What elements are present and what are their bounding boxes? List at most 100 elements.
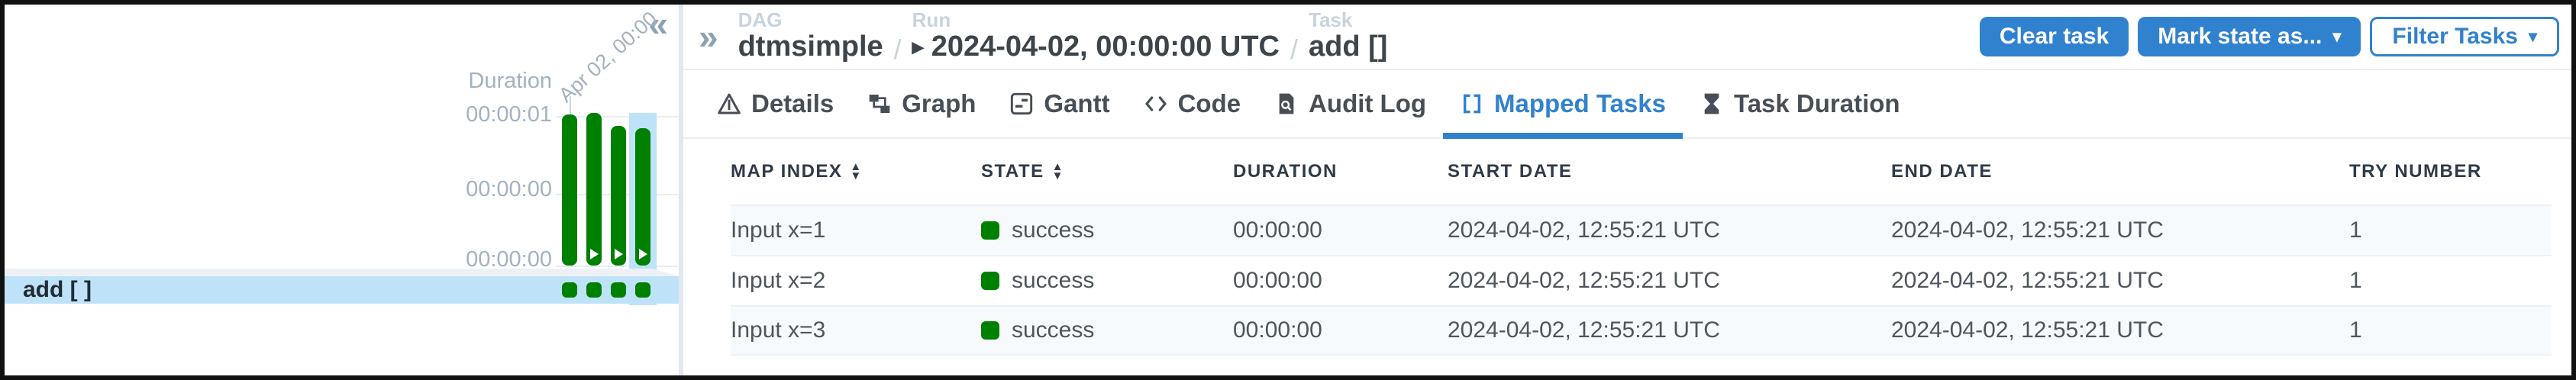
- duration-axis-label: Duration: [468, 69, 552, 93]
- tab-mapped-tasks[interactable]: Mapped Tasks: [1443, 70, 1683, 139]
- mapped-run-play-icon: [615, 249, 623, 259]
- success-state-icon: [981, 321, 999, 340]
- filter-tasks-label: Filter Tasks: [2392, 24, 2518, 49]
- task-row-label: add [ ]: [23, 277, 92, 302]
- run-column-tick: [570, 96, 571, 116]
- state-label: success: [1012, 317, 1095, 343]
- chevron-down-icon: ▾: [2528, 27, 2537, 46]
- cell-end-date: 2024-04-02, 12:55:21 UTC: [1891, 317, 2164, 343]
- panel-header: » DAG dtmsimple / Run ▸ 2024-04-02, 00:0…: [683, 5, 2571, 70]
- dag-run-duration-bar[interactable]: [562, 114, 577, 266]
- header-actions: Clear task Mark state as... ▾ Filter Tas…: [1979, 17, 2559, 56]
- tab-label: Graph: [902, 89, 976, 118]
- sort-icon: ▲ ▼: [1051, 160, 1064, 182]
- clear-task-button[interactable]: Clear task: [1979, 17, 2129, 56]
- table-row[interactable]: Input x=1 success 00:00:00 2024-04-02, 1…: [731, 204, 2552, 255]
- column-header-end-date: END DATE: [1891, 161, 1993, 182]
- tab-label: Details: [751, 89, 834, 118]
- breadcrumb-dag[interactable]: DAG dtmsimple: [738, 10, 883, 63]
- table-header-row: MAP INDEX ▲ ▼ STATE ▲ ▼ DURATION START DAT…: [731, 139, 2552, 204]
- tab-label: Task Duration: [1734, 89, 1900, 118]
- breadcrumb-run[interactable]: Run ▸ 2024-04-02, 00:00:00 UTC: [912, 10, 1280, 63]
- breadcrumb-run-text: 2024-04-02, 00:00:00 UTC: [931, 31, 1280, 63]
- axis-baseline-strip: [5, 269, 678, 276]
- table-row[interactable]: Input x=2 success 00:00:00 2024-04-02, 1…: [731, 255, 2552, 305]
- mapped-tasks-table: MAP INDEX ▲ ▼ STATE ▲ ▼ DURATION START DAT…: [731, 139, 2552, 356]
- run-caret-icon: ▸: [912, 34, 924, 60]
- success-state-icon: [981, 272, 999, 290]
- cell-map-index: Input x=3: [731, 317, 826, 343]
- breadcrumb-separator: /: [1290, 34, 1298, 65]
- gridline: [556, 266, 679, 267]
- filter-tasks-button[interactable]: Filter Tasks ▾: [2370, 17, 2559, 56]
- cell-state: success: [981, 268, 1233, 294]
- y-axis-tick-label: 00:00:00: [466, 177, 552, 201]
- breadcrumb-run-value[interactable]: ▸ 2024-04-02, 00:00:00 UTC: [912, 31, 1280, 63]
- sort-icon: ▲ ▼: [850, 160, 863, 182]
- cell-duration: 00:00:00: [1233, 217, 1322, 243]
- gridline: [556, 116, 679, 118]
- breadcrumb-dag-value[interactable]: dtmsimple: [738, 31, 883, 63]
- code-brackets-icon: [1144, 96, 1167, 111]
- mapped-run-play-icon: [590, 249, 599, 259]
- column-header-map-index[interactable]: MAP INDEX ▲ ▼: [731, 160, 863, 182]
- breadcrumb-task-value[interactable]: add []: [1309, 31, 1388, 63]
- clear-task-label: Clear task: [1999, 24, 2110, 49]
- state-label: success: [1012, 217, 1095, 243]
- task-detail-panel: » DAG dtmsimple / Run ▸ 2024-04-02, 00:0…: [683, 5, 2571, 375]
- breadcrumb-separator: /: [893, 34, 902, 65]
- tab-graph[interactable]: Graph: [851, 70, 993, 137]
- state-label: success: [1012, 268, 1095, 293]
- hourglass-icon: [1704, 93, 1719, 114]
- cell-duration: 00:00:00: [1233, 317, 1322, 343]
- mark-state-as-button[interactable]: Mark state as... ▾: [2138, 17, 2361, 56]
- breadcrumb-dag-label: DAG: [738, 8, 783, 32]
- graph-nodes-icon: [869, 95, 890, 113]
- cell-try-number: 1: [2349, 217, 2362, 243]
- mapped-run-play-icon: [639, 249, 647, 259]
- cell-state: success: [981, 217, 1233, 243]
- cell-map-index: Input x=2: [731, 268, 826, 293]
- square-brackets-icon: [1463, 94, 1481, 114]
- breadcrumb-run-label: Run: [912, 8, 951, 32]
- expand-panel-icon[interactable]: »: [699, 17, 718, 56]
- cell-end-date: 2024-04-02, 12:55:21 UTC: [1891, 268, 2164, 293]
- dag-run-duration-bar[interactable]: [635, 128, 650, 266]
- task-instance-square[interactable]: [611, 282, 626, 298]
- column-header-duration: DURATION: [1233, 161, 1338, 182]
- breadcrumb-task[interactable]: Task add []: [1309, 10, 1387, 63]
- dag-run-duration-bar[interactable]: [611, 126, 626, 266]
- column-header-state[interactable]: STATE ▲ ▼: [981, 160, 1064, 182]
- tab-label: Gantt: [1044, 89, 1110, 118]
- tab-label: Mapped Tasks: [1494, 89, 1666, 118]
- task-instance-square[interactable]: [635, 282, 650, 298]
- tab-code[interactable]: Code: [1127, 70, 1258, 137]
- cell-try-number: 1: [2349, 317, 2362, 343]
- mark-state-as-label: Mark state as...: [2158, 24, 2323, 49]
- y-axis-tick-label: 00:00:01: [466, 102, 552, 127]
- breadcrumb-task-label: Task: [1309, 8, 1353, 32]
- y-axis-tick-label: 00:00:00: [466, 247, 552, 272]
- cell-try-number: 1: [2349, 268, 2362, 293]
- task-instance-square[interactable]: [562, 282, 577, 298]
- cell-state: success: [981, 317, 1233, 343]
- tab-gantt[interactable]: Gantt: [993, 70, 1126, 137]
- collapse-panel-icon[interactable]: «: [648, 5, 668, 43]
- tab-task-duration[interactable]: Task Duration: [1683, 70, 1917, 137]
- detail-tabs: Details Graph Gantt Code Audit Log Mappe…: [683, 70, 2571, 139]
- cell-end-date: 2024-04-02, 12:55:21 UTC: [1891, 217, 2164, 243]
- cell-start-date: 2024-04-02, 12:55:21 UTC: [1448, 268, 1720, 293]
- dag-grid-panel: « Duration Apr 02, 00:00 00:00:01 00:00:…: [5, 5, 683, 375]
- tab-audit-log[interactable]: Audit Log: [1257, 70, 1443, 137]
- task-row-add[interactable]: add [ ]: [5, 276, 679, 304]
- cell-map-index: Input x=1: [731, 217, 826, 243]
- table-row[interactable]: Input x=3 success 00:00:00 2024-04-02, 1…: [731, 305, 2552, 356]
- tab-details[interactable]: Details: [700, 70, 851, 137]
- document-search-icon: [1279, 93, 1294, 114]
- tab-label: Audit Log: [1309, 89, 1427, 118]
- task-instance-square[interactable]: [586, 282, 602, 298]
- cell-duration: 00:00:00: [1233, 268, 1322, 293]
- run-column-label[interactable]: Apr 02, 00:00: [554, 7, 662, 108]
- dag-run-duration-bar[interactable]: [586, 113, 602, 266]
